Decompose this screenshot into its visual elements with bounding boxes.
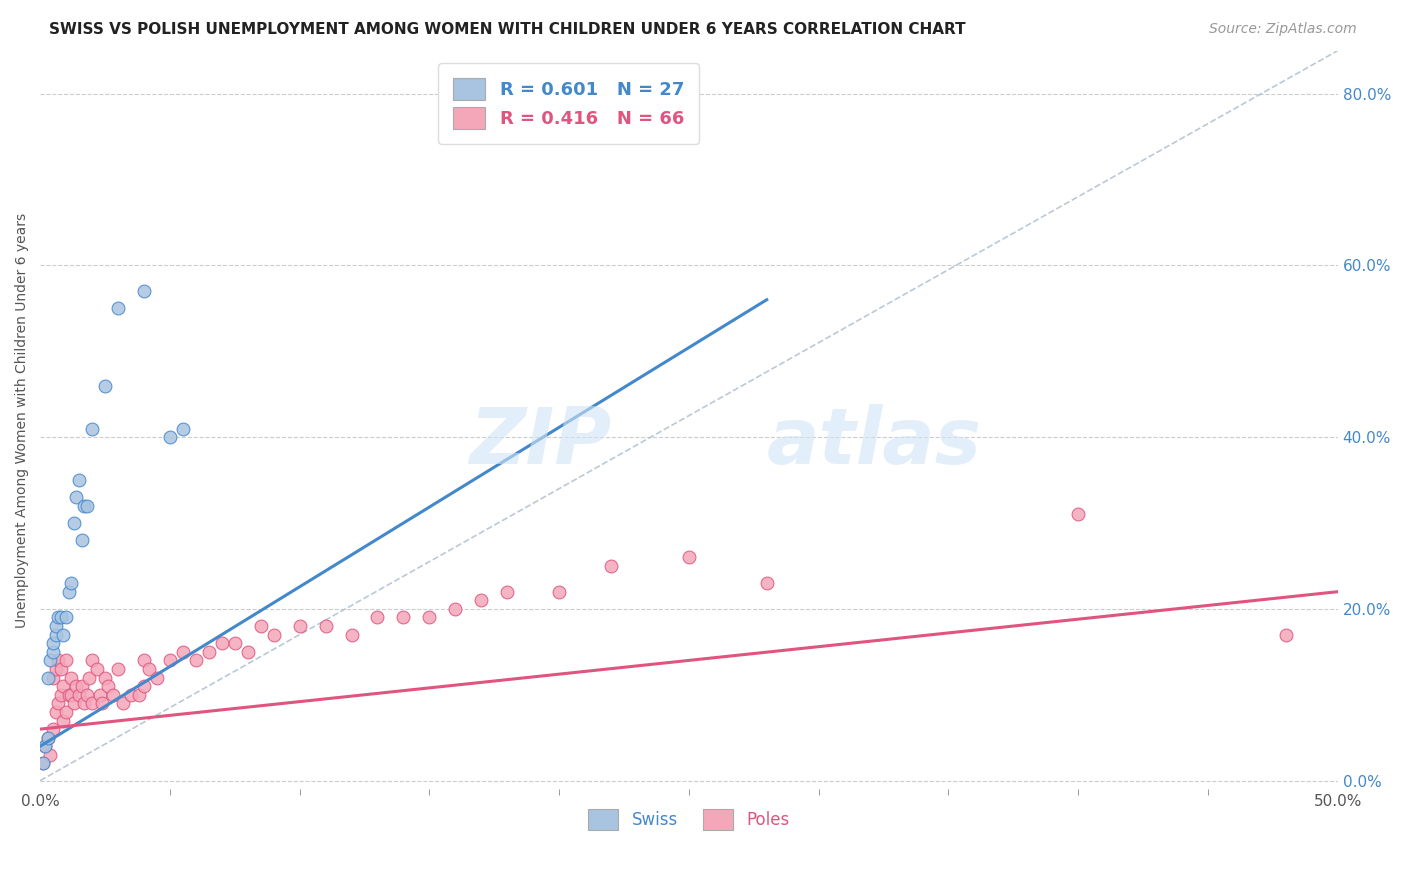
Point xyxy=(76,688,98,702)
Point xyxy=(70,533,93,548)
Point xyxy=(263,627,285,641)
Point xyxy=(107,662,129,676)
Point xyxy=(418,610,440,624)
Point xyxy=(58,584,80,599)
Point xyxy=(37,731,59,745)
Point xyxy=(172,421,194,435)
Point xyxy=(80,421,103,435)
Point xyxy=(49,610,72,624)
Point xyxy=(366,610,388,624)
Point xyxy=(34,739,56,754)
Point xyxy=(67,473,90,487)
Point xyxy=(60,671,83,685)
Point xyxy=(184,653,207,667)
Point xyxy=(79,671,101,685)
Point xyxy=(63,697,86,711)
Point xyxy=(392,610,415,624)
Point xyxy=(86,662,108,676)
Point xyxy=(600,558,623,573)
Point xyxy=(39,653,62,667)
Point xyxy=(73,499,96,513)
Point xyxy=(37,731,59,745)
Point xyxy=(34,739,56,754)
Point xyxy=(58,688,80,702)
Point xyxy=(236,645,259,659)
Text: Source: ZipAtlas.com: Source: ZipAtlas.com xyxy=(1209,22,1357,37)
Point xyxy=(89,688,111,702)
Point xyxy=(94,378,117,392)
Point xyxy=(755,576,778,591)
Point xyxy=(37,671,59,685)
Text: SWISS VS POLISH UNEMPLOYMENT AMONG WOMEN WITH CHILDREN UNDER 6 YEARS CORRELATION: SWISS VS POLISH UNEMPLOYMENT AMONG WOMEN… xyxy=(49,22,966,37)
Point xyxy=(60,688,83,702)
Point xyxy=(45,662,67,676)
Point xyxy=(288,619,311,633)
Point xyxy=(97,679,120,693)
Point xyxy=(112,697,135,711)
Point xyxy=(49,662,72,676)
Point xyxy=(101,688,124,702)
Point xyxy=(548,584,571,599)
Point xyxy=(55,653,77,667)
Point xyxy=(42,645,65,659)
Point xyxy=(211,636,233,650)
Point xyxy=(45,619,67,633)
Point xyxy=(52,627,75,641)
Point xyxy=(46,610,69,624)
Point xyxy=(65,679,87,693)
Point xyxy=(80,697,103,711)
Point xyxy=(340,627,363,641)
Point xyxy=(444,602,467,616)
Point xyxy=(128,688,150,702)
Text: atlas: atlas xyxy=(766,404,981,480)
Point xyxy=(42,671,65,685)
Point xyxy=(159,653,181,667)
Y-axis label: Unemployment Among Women with Children Under 6 years: Unemployment Among Women with Children U… xyxy=(15,212,30,627)
Point xyxy=(470,593,492,607)
Point xyxy=(31,756,53,771)
Point xyxy=(132,653,155,667)
Point xyxy=(1067,508,1090,522)
Point xyxy=(315,619,337,633)
Point xyxy=(224,636,246,650)
Point xyxy=(172,645,194,659)
Legend: Swiss, Poles: Swiss, Poles xyxy=(582,803,796,837)
Point xyxy=(52,714,75,728)
Point xyxy=(65,490,87,504)
Point xyxy=(678,550,700,565)
Point xyxy=(60,576,83,591)
Point xyxy=(197,645,219,659)
Point xyxy=(120,688,142,702)
Point xyxy=(52,679,75,693)
Point xyxy=(138,662,160,676)
Point xyxy=(45,705,67,719)
Point xyxy=(67,688,90,702)
Point xyxy=(159,430,181,444)
Point xyxy=(46,697,69,711)
Point xyxy=(132,284,155,298)
Point xyxy=(55,705,77,719)
Point xyxy=(42,722,65,736)
Point xyxy=(49,688,72,702)
Point xyxy=(1274,627,1296,641)
Point xyxy=(496,584,519,599)
Point xyxy=(73,697,96,711)
Point xyxy=(70,679,93,693)
Point xyxy=(45,627,67,641)
Point xyxy=(107,301,129,316)
Point xyxy=(55,610,77,624)
Point xyxy=(31,756,53,771)
Point xyxy=(146,671,169,685)
Point xyxy=(39,747,62,762)
Point xyxy=(63,516,86,530)
Text: ZIP: ZIP xyxy=(468,404,612,480)
Point xyxy=(249,619,271,633)
Point xyxy=(91,697,114,711)
Point xyxy=(132,679,155,693)
Point xyxy=(42,636,65,650)
Point xyxy=(80,653,103,667)
Point xyxy=(46,653,69,667)
Point xyxy=(76,499,98,513)
Point xyxy=(94,671,117,685)
